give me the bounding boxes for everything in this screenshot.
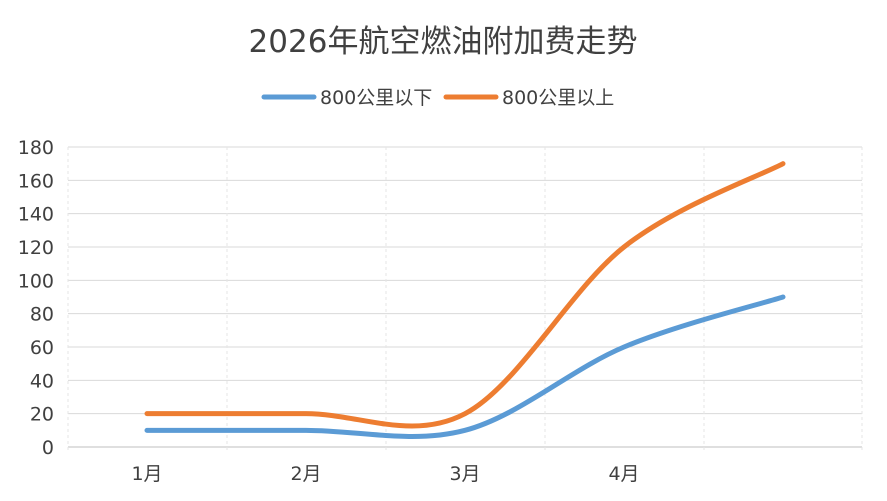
y-tick-label: 120 — [18, 237, 54, 259]
y-tick-label: 80 — [30, 304, 54, 326]
legend: 800公里以下 800公里以上 — [261, 87, 614, 109]
y-tick-label: 160 — [18, 170, 54, 192]
y-tick-label: 100 — [18, 270, 54, 292]
x-tick-label: 2月 — [290, 463, 321, 485]
legend-label: 800公里以上 — [502, 87, 614, 109]
legend-label: 800公里以下 — [320, 87, 432, 109]
y-tick-label: 0 — [42, 437, 54, 459]
y-tick-label: 180 — [18, 137, 54, 159]
x-tick-label: 1月 — [131, 463, 162, 485]
y-tick-label: 140 — [18, 204, 54, 226]
x-tick-label: 4月 — [608, 463, 639, 485]
x-tick-label: 3月 — [449, 463, 480, 485]
x-axis: 1月 2月 3月 4月 — [131, 463, 639, 485]
gridlines — [67, 146, 863, 453]
y-axis: 0 20 40 60 80 100 120 140 160 180 — [18, 137, 54, 459]
y-tick-label: 60 — [30, 337, 54, 359]
series-layer — [144, 161, 786, 439]
y-tick-label: 40 — [30, 370, 54, 392]
series-line-2 — [144, 161, 786, 429]
chart-title: 2026年航空燃油附加费走势 — [249, 24, 638, 60]
y-tick-label: 20 — [30, 404, 54, 426]
